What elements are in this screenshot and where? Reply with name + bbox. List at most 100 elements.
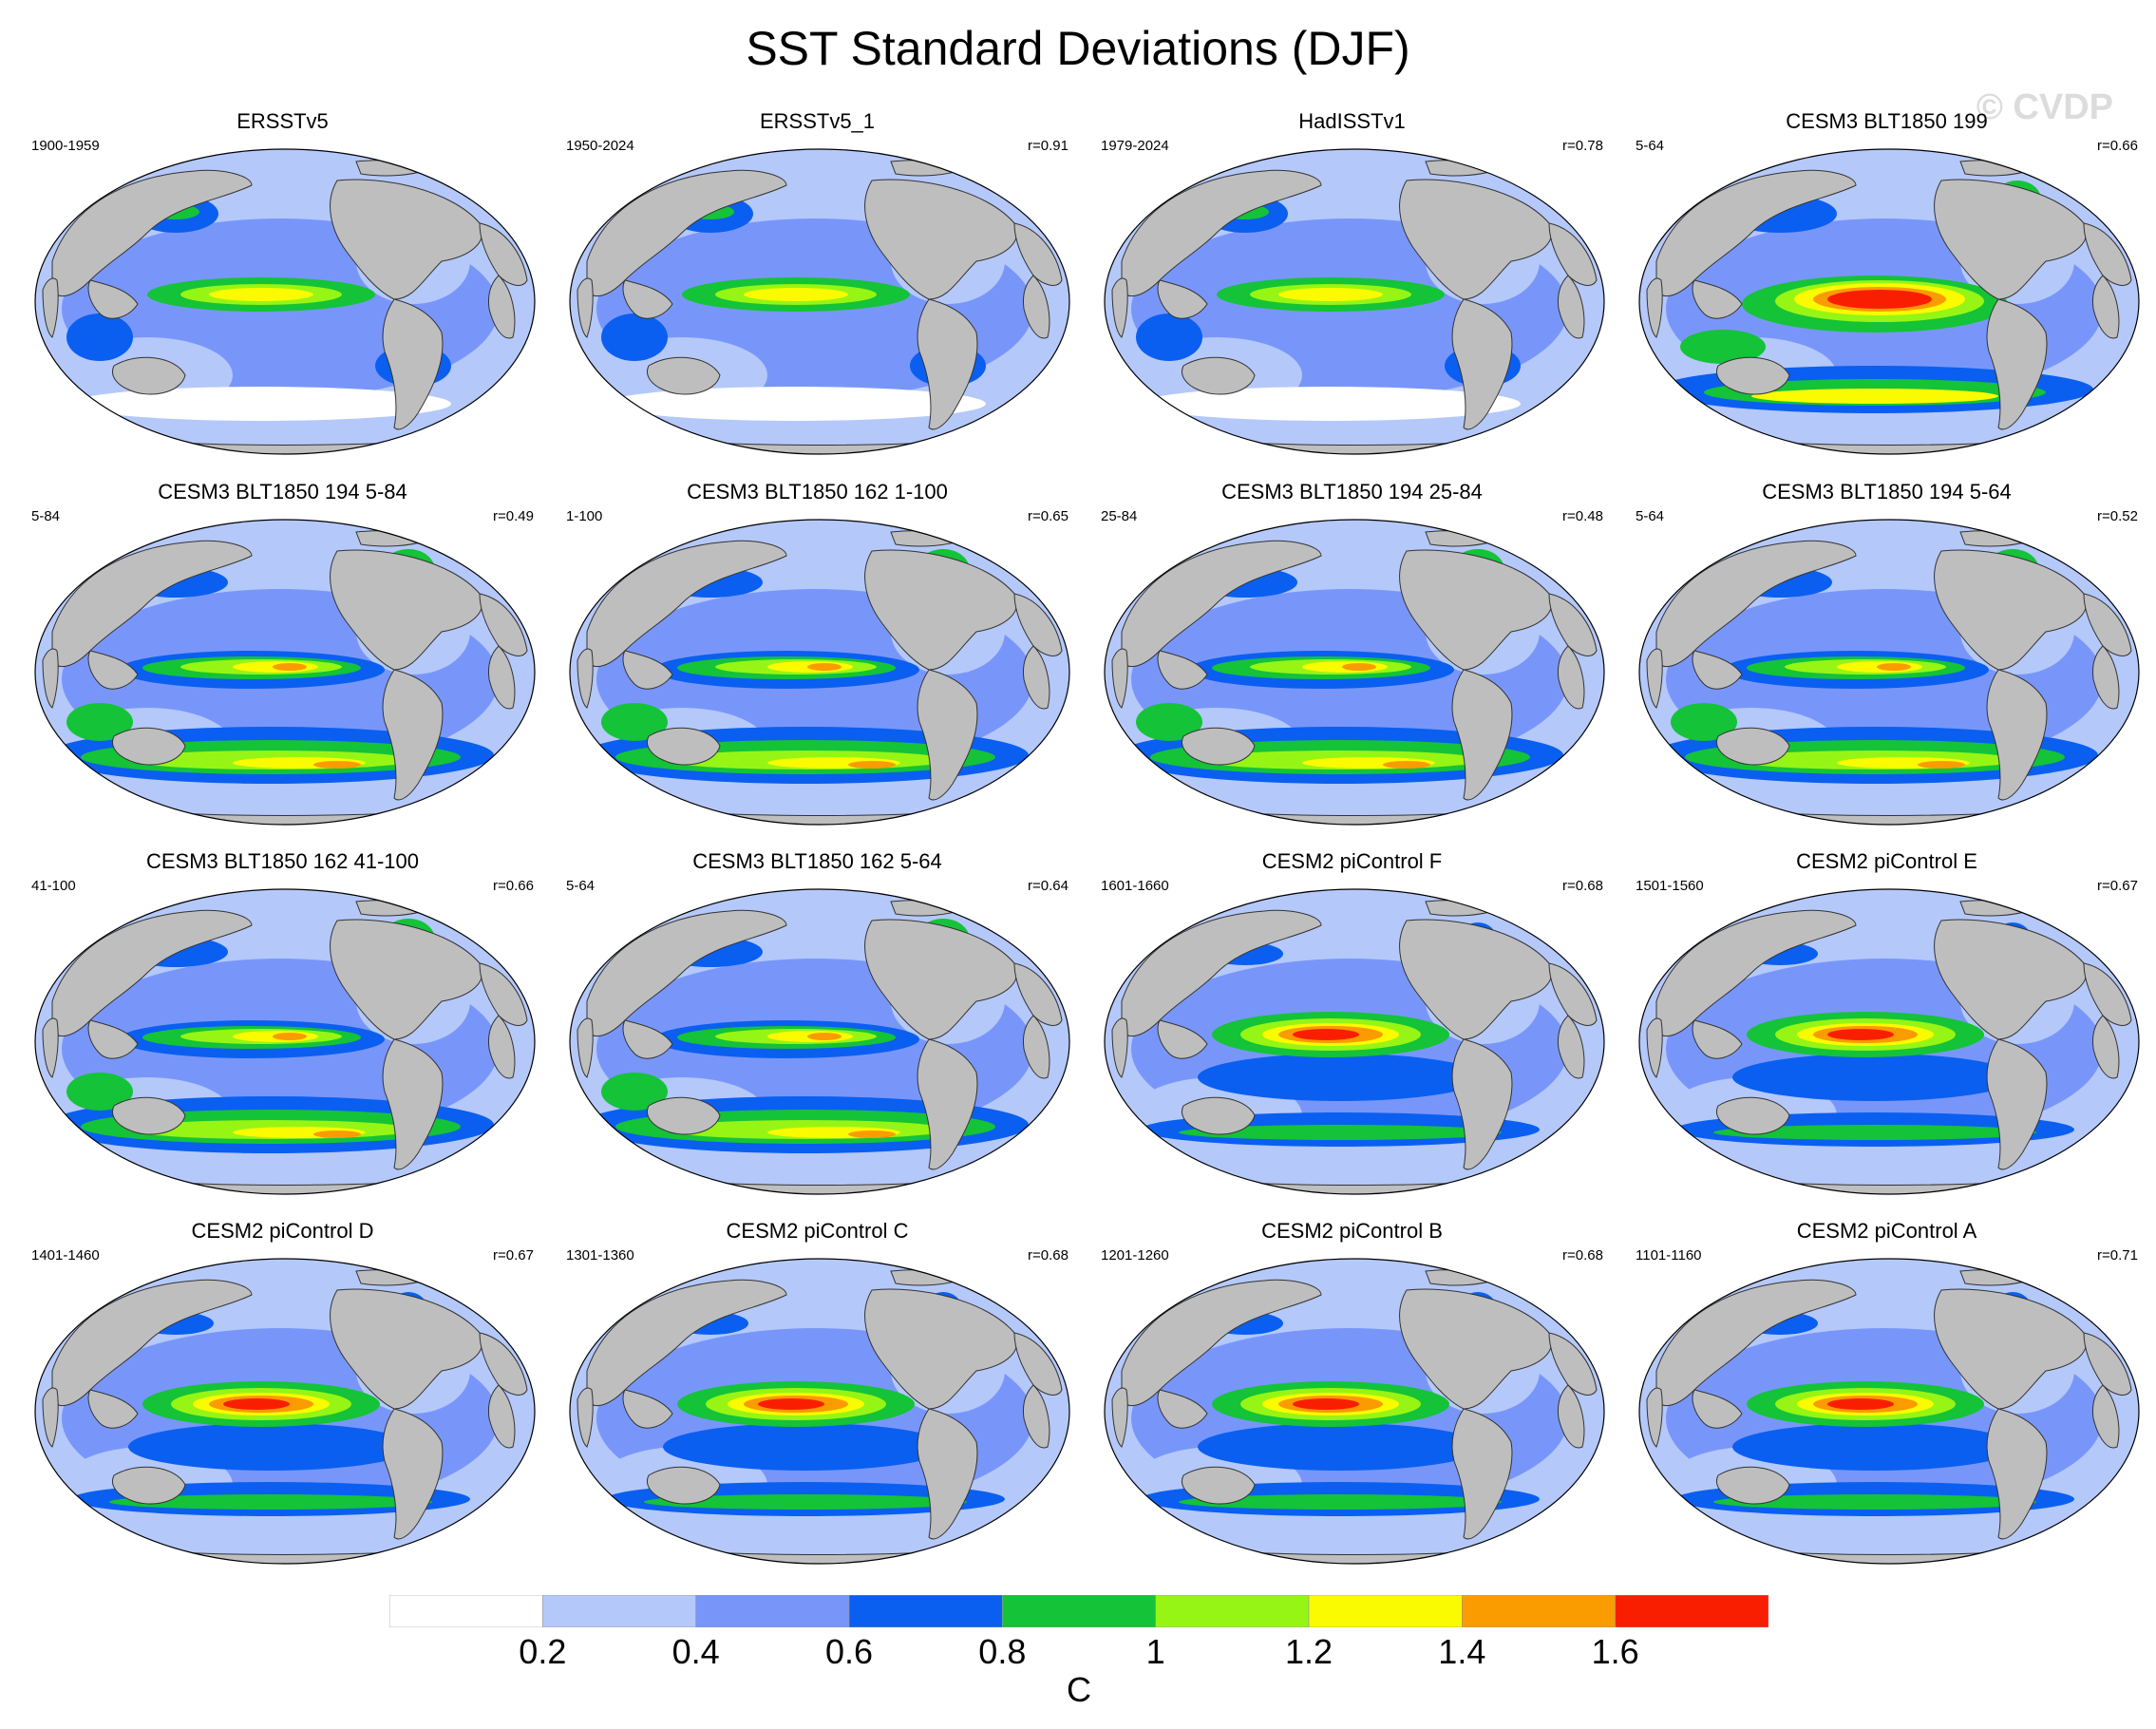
panel-correlation: r=0.91 [1028,138,1069,154]
sst-map [1638,1258,2140,1565]
figure-title: SST Standard Deviations (DJF) [746,22,1410,75]
sst-map [1638,148,2140,455]
colorbar-swatch [1462,1595,1616,1627]
map-panel: CESM3 BLT1850 194 5-84 5-84 r=0.49 [14,480,551,841]
panel-title: CESM3 BLT1850 199 [1786,109,1988,133]
panel-title: ERSSTv5_1 [759,109,876,133]
panel-title: CESM2 piControl F [1261,849,1443,873]
panel-period: 1900-1959 [31,138,100,154]
colorbar-tick-label: 1.6 [1591,1632,1639,1671]
panel-correlation: r=0.66 [2097,138,2138,154]
map-panel: CESM3 BLT1850 199 5-64 r=0.66 [1618,109,2155,470]
panel-title: CESM2 piControl C [726,1219,909,1243]
panel-correlation: r=0.68 [1562,878,1603,894]
colorbar-swatch [389,1595,543,1627]
panel-period: 5-64 [1636,138,1665,154]
map-panel: CESM3 BLT1850 162 1-100 1-100 r=0.65 [549,480,1086,841]
map-panel: CESM3 BLT1850 194 5-64 5-64 r=0.52 [1618,480,2155,841]
panel-correlation: r=0.71 [2097,1247,2138,1264]
colorbar-swatch [1615,1595,1768,1627]
sst-map [569,148,1070,455]
panel-period: 1101-1160 [1636,1247,1702,1264]
panel-period: 1-100 [566,508,603,524]
map-panel: CESM2 piControl B 1201-1260 r=0.68 [1084,1219,1620,1580]
panel-period: 1950-2024 [566,138,634,154]
map-panel: CESM2 piControl E 1501-1560 r=0.67 [1618,849,2155,1210]
panel-correlation: r=0.48 [1562,508,1603,524]
colorbar-swatch [695,1595,850,1627]
sst-map [1104,519,1605,826]
colorbar-tick-label: 1.2 [1284,1632,1333,1671]
sst-map [1104,888,1605,1195]
sst-map [34,519,536,826]
colorbar-swatch [848,1595,1003,1627]
map-panel: CESM2 piControl A 1101-1160 r=0.71 [1618,1219,2155,1580]
panel-correlation: r=0.67 [493,1247,534,1264]
sst-map [34,888,536,1195]
watermark: © CVDP [1976,87,2113,127]
panel-title: CESM3 BLT1850 162 41-100 [146,849,419,873]
panel-period: 41-100 [31,878,76,894]
panel-period: 1301-1360 [566,1247,634,1264]
sst-map [34,148,536,455]
sst-map [569,519,1070,826]
panel-title: CESM3 BLT1850 194 25-84 [1221,480,1483,504]
panel-title: CESM2 piControl E [1796,849,1977,873]
colorbar-swatch [542,1595,696,1627]
panel-title: CESM3 BLT1850 194 5-84 [158,480,407,504]
panel-period: 1501-1560 [1636,878,1704,894]
map-panel: CESM3 BLT1850 162 5-64 5-64 r=0.64 [549,849,1086,1210]
panel-correlation: r=0.64 [1028,878,1069,894]
sst-map [569,1258,1070,1565]
panel-correlation: r=0.52 [2097,508,2138,524]
map-panel: CESM2 piControl F 1601-1660 r=0.68 [1084,849,1620,1210]
colorbar-tick-label: 1 [1145,1632,1165,1671]
sst-map [1104,1258,1605,1565]
panel-period: 5-84 [31,508,61,524]
panel-title: CESM2 piControl B [1261,1219,1443,1243]
sst-map [1638,888,2140,1195]
panel-correlation: r=0.68 [1562,1247,1603,1264]
panel-correlation: r=0.65 [1028,508,1069,524]
panel-title: CESM2 piControl D [191,1219,374,1243]
panel-period: 5-64 [566,878,596,894]
sst-map [1638,519,2140,826]
colorbar-tick-label: 0.4 [671,1632,720,1671]
map-panel: ERSSTv5_1 1950-2024 r=0.91 [549,109,1086,470]
panel-title: HadISSTv1 [1298,109,1406,133]
map-panel: CESM3 BLT1850 194 25-84 25-84 r=0.48 [1084,480,1620,841]
colorbar-tick-label: 1.4 [1438,1632,1486,1671]
panel-period: 1401-1460 [31,1247,100,1264]
sst-map [34,1258,536,1565]
panel-title: CESM2 piControl A [1796,1219,1977,1243]
panel-title: ERSSTv5 [236,109,329,133]
panel-correlation: r=0.49 [493,508,534,524]
colorbar-swatch [1002,1595,1156,1627]
panel-period: 1201-1260 [1101,1247,1169,1264]
colorbar-tick-label: 0.6 [824,1632,874,1671]
panel-correlation: r=0.68 [1028,1247,1069,1264]
colorbar-swatch [1155,1595,1310,1627]
panel-period: 1979-2024 [1101,138,1169,154]
sst-map [569,888,1070,1195]
panel-correlation: r=0.67 [2097,878,2138,894]
panel-correlation: r=0.78 [1562,138,1603,154]
map-panel: ERSSTv5 1900-1959 [14,109,551,470]
colorbar-tick-label: 0.2 [519,1632,567,1671]
colorbar-tick-label: 0.8 [978,1632,1027,1671]
sst-map [1104,148,1605,455]
map-panel: CESM2 piControl C 1301-1360 r=0.68 [549,1219,1086,1580]
colorbar-unit: C [1067,1670,1091,1709]
colorbar-swatch [1308,1595,1463,1627]
panel-correlation: r=0.66 [493,878,534,894]
panel-title: CESM3 BLT1850 162 1-100 [687,480,948,504]
panel-period: 1601-1660 [1101,878,1169,894]
panel-period: 25-84 [1101,508,1138,524]
map-panel: HadISSTv1 1979-2024 r=0.78 [1084,109,1620,470]
panel-title: CESM3 BLT1850 162 5-64 [692,849,942,873]
panel-title: CESM3 BLT1850 194 5-64 [1762,480,2012,504]
map-panel: CESM3 BLT1850 162 41-100 41-100 r=0.66 [14,849,551,1210]
panel-period: 5-64 [1636,508,1665,524]
map-panel: CESM2 piControl D 1401-1460 r=0.67 [14,1219,551,1580]
colorbar [389,1595,1768,1627]
